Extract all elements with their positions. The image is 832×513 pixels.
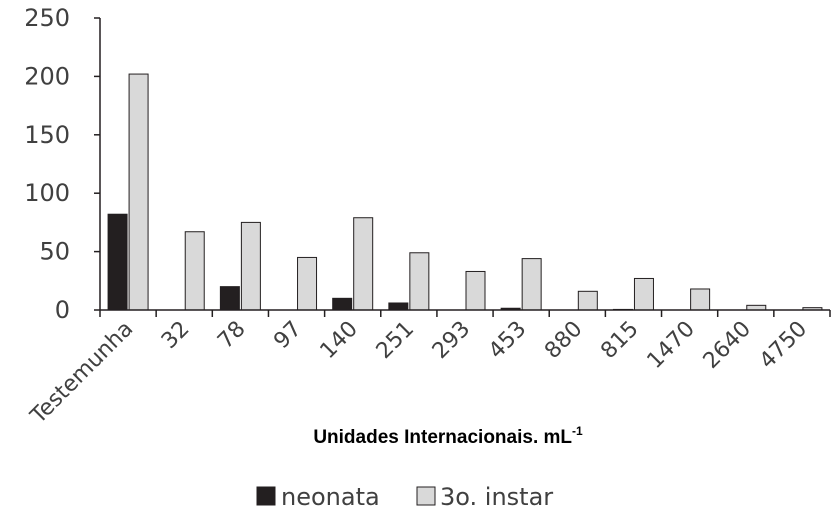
y-tick-label-200: 200 <box>24 62 70 90</box>
x-axis-label-superscript: -1 <box>572 424 583 438</box>
x-tick-label-1: 32 <box>157 317 194 354</box>
bar-3o-instar-3 <box>297 256 318 311</box>
x-tick-label-7: 453 <box>484 317 531 364</box>
bar-3o-instar-8 <box>577 290 598 311</box>
x-tick-label-12: 4750 <box>755 317 812 374</box>
bar-3o-instar-10 <box>690 288 711 311</box>
x-axis-label: Unidades Internacionais. mL-1 <box>313 424 583 448</box>
axes-group <box>94 17 831 317</box>
bar-neonata-4 <box>332 297 353 311</box>
x-tick-label-0: Testemunha <box>25 317 138 430</box>
x-tick-label-6: 293 <box>428 317 475 364</box>
y-tick-label-100: 100 <box>24 179 70 207</box>
bar-neonata-5 <box>388 302 409 311</box>
x-axis-label-text: Unidades Internacionais. mL <box>313 427 572 448</box>
legend-label-3o-instar: 3o. instar <box>440 483 553 511</box>
x-tick-label-5: 251 <box>372 317 419 364</box>
y-tick-label-250: 250 <box>24 4 70 32</box>
x-tick-label-9: 815 <box>596 317 643 364</box>
y-tick-label-0: 0 <box>55 296 70 324</box>
bar-3o-instar-4 <box>353 217 374 311</box>
bar-3o-instar-5 <box>409 252 430 311</box>
legend: neonata 3o. instar <box>256 483 553 511</box>
x-tick-label-11: 2640 <box>699 317 756 374</box>
x-tick-label-10: 1470 <box>643 317 700 374</box>
bar-neonata-2 <box>219 286 240 311</box>
bar-3o-instar-0 <box>128 73 149 311</box>
legend-label-neonata: neonata <box>281 483 380 511</box>
y-tick-label-150: 150 <box>24 121 70 149</box>
bar-neonata-0 <box>107 213 128 311</box>
bar-3o-instar-9 <box>633 277 654 311</box>
x-tick-label-8: 880 <box>540 317 587 364</box>
legend-swatch-neonata <box>256 486 276 506</box>
bar-3o-instar-2 <box>240 221 261 311</box>
x-tick-label-4: 140 <box>316 317 363 364</box>
x-tick-label-2: 78 <box>213 317 250 354</box>
x-tick-label-3: 97 <box>269 317 306 354</box>
legend-swatch-3o-instar <box>416 486 436 506</box>
bar-3o-instar-6 <box>465 270 486 311</box>
bar-3o-instar-1 <box>184 231 205 311</box>
bars-group <box>107 73 823 311</box>
y-tick-label-50: 50 <box>39 238 70 266</box>
bar-3o-instar-7 <box>521 258 542 311</box>
